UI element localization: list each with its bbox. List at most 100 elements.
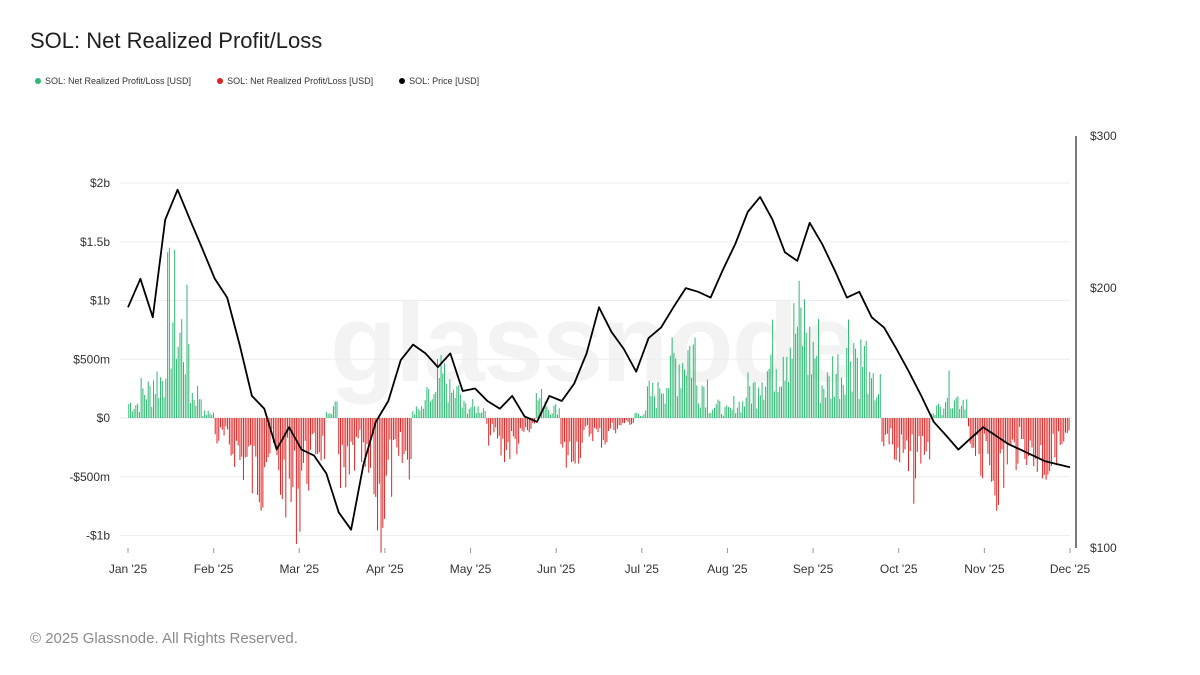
nrpl-bar-330 [710, 413, 712, 418]
nrpl-bar-187 [458, 385, 460, 418]
nrpl-bar-321 [694, 337, 696, 418]
nrpl-bar-404 [840, 377, 842, 418]
nrpl-bar-150 [392, 418, 394, 441]
nrpl-bar-383 [803, 299, 805, 418]
nrpl-bar-388 [812, 341, 814, 418]
nrpl-bar-235 [542, 409, 544, 418]
nrpl-bar-398 [830, 398, 832, 418]
legend-item-loss[interactable]: SOL: Net Realized Profit/Loss [USD] [217, 76, 373, 86]
nrpl-bar-434 [893, 418, 895, 460]
nrpl-bar-518 [1042, 418, 1044, 479]
nrpl-bar-46 [209, 413, 211, 418]
nrpl-bar-194 [470, 407, 472, 418]
nrpl-bar-254 [576, 418, 578, 442]
nrpl-bar-429 [885, 418, 887, 435]
nrpl-bar-363 [768, 368, 770, 418]
nrpl-bar-377 [793, 303, 795, 418]
nrpl-bar-43 [204, 410, 206, 418]
nrpl-bar-7 [140, 377, 142, 418]
nrpl-bar-37 [193, 399, 195, 418]
nrpl-bar-202 [484, 410, 486, 418]
nrpl-bar-411 [853, 343, 855, 418]
legend-label-loss: SOL: Net Realized Profit/Loss [USD] [227, 76, 374, 86]
nrpl-bar-33 [186, 284, 188, 418]
legend-item-price[interactable]: SOL: Price [USD] [399, 76, 479, 86]
nrpl-bar-303 [662, 393, 664, 418]
nrpl-bar-522 [1049, 418, 1051, 472]
nrpl-bar-142 [378, 418, 380, 484]
nrpl-bar-113 [327, 413, 329, 418]
nrpl-bar-215 [507, 418, 509, 443]
nrpl-bar-431 [888, 418, 890, 445]
nrpl-bar-138 [371, 418, 373, 437]
nrpl-bar-81 [271, 418, 273, 430]
nrpl-bar-333 [715, 404, 717, 418]
nrpl-bar-312 [678, 364, 680, 418]
nrpl-bar-9 [144, 394, 146, 418]
nrpl-bar-392 [819, 402, 821, 418]
nrpl-bar-134 [364, 418, 366, 467]
nrpl-bar-484 [982, 418, 984, 479]
nrpl-bar-464 [946, 397, 948, 418]
nrpl-bar-514 [1035, 418, 1037, 459]
nrpl-bar-214 [505, 418, 507, 451]
nrpl-bar-521 [1047, 418, 1049, 475]
nrpl-bar-329 [708, 412, 710, 418]
nrpl-bar-270 [604, 418, 606, 445]
nrpl-bar-253 [574, 418, 576, 464]
nrpl-bar-74 [258, 418, 260, 503]
nrpl-bar-513 [1033, 418, 1035, 467]
nrpl-bar-40 [198, 399, 200, 418]
nrpl-bar-273 [609, 418, 611, 429]
nrpl-bar-395 [825, 397, 827, 418]
nrpl-bar-114 [329, 413, 331, 418]
nrpl-bar-523 [1050, 418, 1052, 466]
nrpl-bar-418 [865, 340, 867, 418]
nrpl-bar-226 [526, 418, 528, 431]
nrpl-bar-77 [264, 418, 266, 468]
nrpl-bar-412 [855, 348, 857, 418]
nrpl-bar-86 [280, 418, 282, 495]
nrpl-bar-328 [706, 379, 708, 418]
nrpl-bar-365 [772, 319, 774, 418]
nrpl-bar-148 [389, 418, 391, 440]
nrpl-bar-396 [826, 372, 828, 418]
nrpl-bar-244 [558, 408, 560, 418]
nrpl-bar-296 [650, 396, 652, 418]
nrpl-bar-199 [479, 412, 481, 418]
nrpl-bar-275 [613, 418, 615, 431]
nrpl-bar-272 [608, 418, 610, 432]
nrpl-bar-442 [908, 418, 910, 472]
nrpl-bar-209 [496, 418, 498, 439]
nrpl-bar-78 [265, 418, 267, 463]
nrpl-bar-183 [451, 392, 453, 418]
nrpl-bar-364 [770, 354, 772, 418]
y-left-tick-6: -$1b [86, 529, 110, 543]
nrpl-bar-109 [320, 418, 322, 461]
nrpl-bar-178 [442, 373, 444, 418]
nrpl-bar-29 [179, 332, 181, 418]
nrpl-bar-102 [308, 418, 310, 491]
nrpl-bar-399 [832, 356, 834, 418]
nrpl-bar-143 [380, 418, 382, 553]
nrpl-bar-224 [523, 418, 525, 432]
nrpl-bar-3 [133, 408, 135, 418]
legend-item-profit[interactable]: SOL: Net Realized Profit/Loss [USD] [35, 76, 191, 86]
nrpl-bar-475 [966, 399, 968, 418]
nrpl-bar-112 [325, 411, 327, 418]
nrpl-bar-425 [878, 394, 880, 418]
nrpl-bar-174 [435, 391, 437, 418]
nrpl-bar-260 [586, 418, 588, 426]
nrpl-bar-240 [551, 413, 553, 418]
nrpl-bar-489 [990, 418, 992, 482]
nrpl-bar-172 [431, 399, 433, 418]
nrpl-bar-468 [953, 400, 955, 418]
nrpl-bar-271 [606, 418, 608, 443]
nrpl-bar-286 [632, 418, 634, 423]
nrpl-bar-266 [597, 418, 599, 433]
nrpl-bar-354 [752, 382, 754, 418]
nrpl-bar-438 [900, 418, 902, 435]
nrpl-bar-472 [960, 405, 962, 418]
nrpl-bar-283 [627, 418, 629, 422]
nrpl-bar-263 [592, 418, 594, 442]
